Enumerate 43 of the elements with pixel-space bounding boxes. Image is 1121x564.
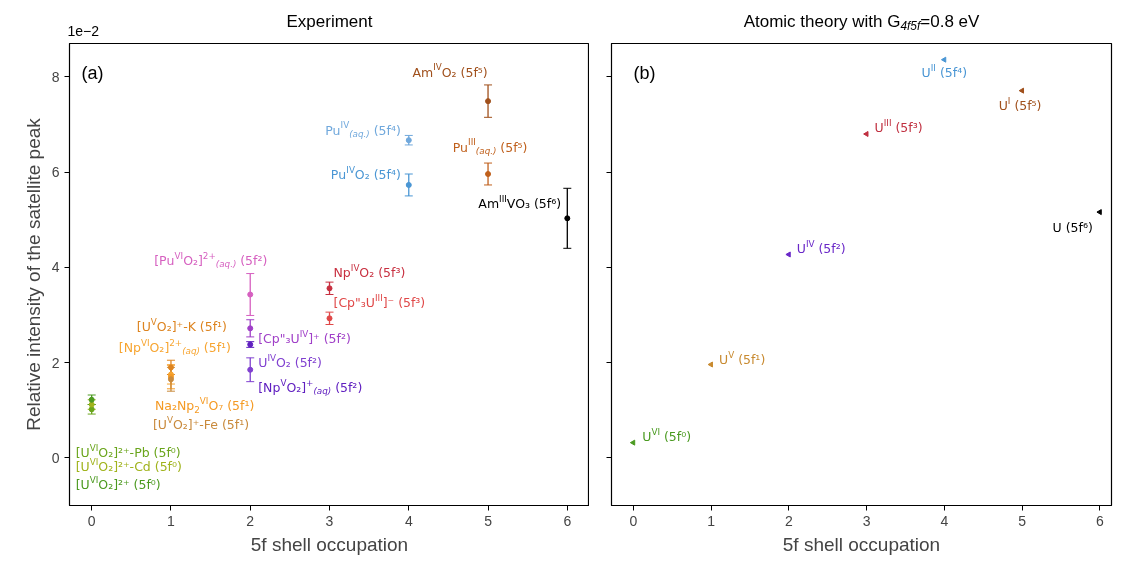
- x-tick-label: 6: [563, 512, 572, 529]
- point: [785, 251, 791, 258]
- point: [940, 56, 947, 63]
- y-tick-label: 0: [51, 449, 60, 466]
- point: [1096, 209, 1102, 216]
- x-tick-label: 0: [87, 512, 96, 529]
- point: [629, 439, 636, 446]
- annotation: (a): [81, 62, 104, 83]
- point: [1018, 87, 1025, 94]
- x-tick-label: 1: [167, 512, 176, 529]
- point: [326, 315, 333, 322]
- x-tick-label: 2: [246, 512, 255, 529]
- x-axis-title: 5f shell occupation: [250, 533, 409, 555]
- point: [707, 361, 713, 368]
- point: [485, 171, 492, 177]
- x-tick-label: 4: [404, 512, 413, 529]
- y-axis-title: Relative intensity of the satellite peak: [22, 117, 44, 431]
- chart-title: Experiment: [286, 12, 373, 31]
- point: [564, 215, 571, 222]
- x-tick-label: 3: [862, 512, 871, 529]
- x-axis-title: 5f shell occupation: [782, 533, 941, 555]
- x-tick-label: 1: [707, 512, 716, 529]
- y-tick-label: 4: [51, 259, 60, 276]
- y-tick-label: 8: [51, 68, 60, 85]
- point: [247, 366, 254, 373]
- x-tick-label: 6: [1095, 512, 1104, 529]
- annotation: (b): [633, 62, 656, 83]
- x-tick-label: 5: [1018, 512, 1027, 529]
- series-label: U (5f⁶): [1052, 219, 1093, 235]
- point: [485, 98, 492, 105]
- y-tick-label: 2: [51, 354, 60, 371]
- point: [247, 325, 254, 332]
- y-tick-label: 6: [51, 164, 60, 181]
- text: 1e−2: [67, 22, 100, 39]
- x-tick-label: 4: [940, 512, 949, 529]
- x-tick-label: 2: [784, 512, 793, 529]
- point: [863, 130, 869, 137]
- point: [326, 285, 333, 292]
- x-tick-label: 5: [484, 512, 493, 529]
- x-tick-label: 3: [325, 512, 334, 529]
- point: [247, 291, 254, 298]
- point: [405, 181, 412, 188]
- x-tick-label: 0: [629, 512, 638, 529]
